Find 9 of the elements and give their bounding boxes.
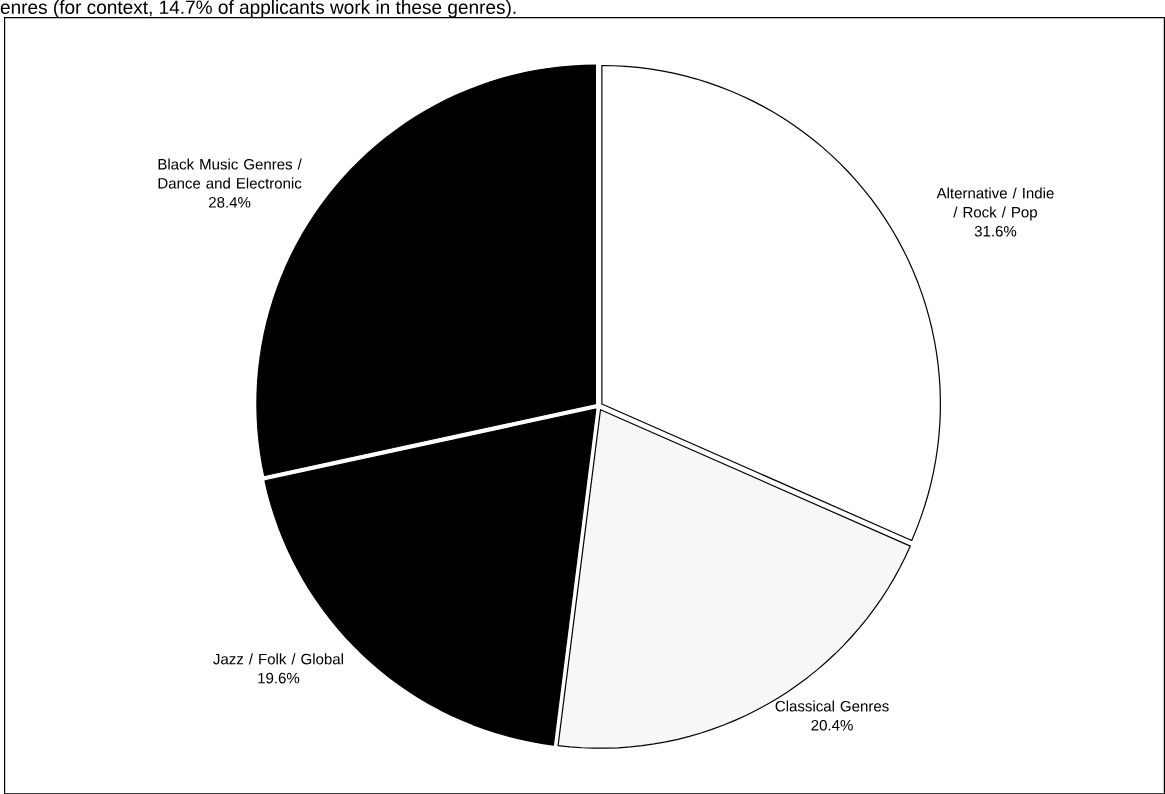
data-label: 20.4% bbox=[811, 719, 853, 731]
slice-label: Jazz / Folk / Global bbox=[213, 653, 343, 665]
chart-title: enres (for context, 14.7% of applicants work in these genres). bbox=[0, 0, 516, 18]
slice-label: Black Music Genres / Dance and Electronic bbox=[158, 158, 302, 189]
slice-label: Alternative / Indie / Rock / Pop bbox=[936, 187, 1054, 221]
data-label: 31.6% bbox=[974, 225, 1017, 237]
data-label: 19.6% bbox=[258, 672, 300, 684]
data-label: 28.4% bbox=[209, 196, 251, 208]
slice-label: Classical Genres bbox=[775, 700, 889, 712]
